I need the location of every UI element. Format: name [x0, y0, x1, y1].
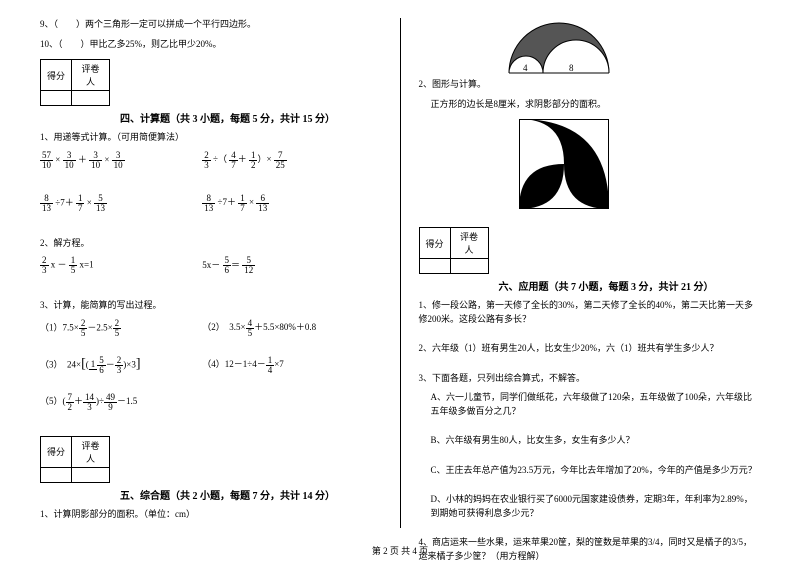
page: 9、（ ）两个三角形一定可以拼成一个平行四边形。 10、（ ）甲比乙多25%，则…	[40, 18, 760, 579]
score-table-5: 得分 评卷人	[40, 436, 110, 483]
eq-4-5: （5）(72＋143)÷499－1.5	[40, 396, 137, 406]
eq-3b: 5x－ 56＝ 512	[202, 260, 255, 270]
eq-2a: 813 ÷7＋ 17 × 513	[40, 194, 200, 213]
eq-row-1: 5710 × 310 ＋ 310 × 310 23 ÷（ 47＋ 12）× 72…	[40, 151, 382, 170]
q4-3: 3、计算，能简算的写出过程。	[40, 299, 382, 313]
q-r2-sub: 正方形的边长是8厘米，求阴影部分的面积。	[419, 98, 761, 112]
page-footer: 第 2 页 共 4 页	[0, 544, 800, 557]
score-header-1: 得分	[41, 60, 72, 91]
score-cell-2	[72, 91, 110, 106]
eq-3a: 23 x － 15 x=1	[40, 256, 200, 275]
eq-4-3: （3） 24×[(156－23)×3]	[40, 356, 200, 375]
eq-row-2: 813 ÷7＋ 17 × 513 813 ÷7＋ 17 × 613	[40, 194, 382, 213]
question-9: 9、（ ）两个三角形一定可以拼成一个平行四边形。	[40, 18, 382, 32]
eq-1a: 5710 × 310 ＋ 310 × 310	[40, 151, 200, 170]
section-6-title: 六、应用题（共 7 小题，每题 3 分，共计 21 分）	[499, 278, 761, 293]
q6-1: 1、修一段公路，第一天修了全长的30%，第二天修了全长的40%，第二天比第一天多…	[419, 299, 761, 326]
q6-3: 3、下面各题，只列出综合算式，不解答。	[419, 372, 761, 386]
q-r2: 2、图形与计算。	[419, 78, 761, 92]
eq-4-1: （1）7.5×25－2.5×25	[40, 319, 200, 338]
score-cell-6	[450, 259, 488, 274]
q6-3b: B、六年级有男生80人，比女生多，女生有多少人？	[419, 434, 761, 448]
q6-3d: D、小林的妈妈在农业银行买了6000元国家建设债券，定期3年，年利率为2.89%…	[419, 493, 761, 520]
score-cell-3	[41, 467, 72, 482]
square-figure	[519, 119, 609, 209]
score-cell-5	[419, 259, 450, 274]
q4-1: 1、用递等式计算。（可用简便算法）	[40, 131, 382, 145]
q6-2: 2、六年级（1）班有男生20人，比女生少20%，六（1）班共有学生多少人？	[419, 342, 761, 356]
score-header-6: 评卷人	[450, 228, 488, 259]
section-4-title: 四、计算题（共 3 小题，每题 5 分，共计 15 分）	[120, 110, 382, 125]
score-cell-4	[72, 467, 110, 482]
eq-row-4: （1）7.5×25－2.5×25 （2） 3.5×45＋5.5×80%＋0.8	[40, 319, 382, 338]
eq-row-6: （5）(72＋143)÷499－1.5	[40, 393, 382, 412]
eq-4-2: （2） 3.5×45＋5.5×80%＋0.8	[202, 322, 316, 332]
fig1-label-8: 8	[569, 63, 574, 73]
left-column: 9、（ ）两个三角形一定可以拼成一个平行四边形。 10、（ ）甲比乙多25%，则…	[40, 18, 400, 579]
score-header-2: 评卷人	[72, 60, 110, 91]
fig1-label-4: 4	[523, 63, 528, 73]
q6-3a: A、六一儿童节，同学们做纸花，六年级做了120朵，五年级做了100朵，六年级比五…	[419, 391, 761, 418]
q4-2: 2、解方程。	[40, 237, 382, 251]
eq-row-5: （3） 24×[(156－23)×3] （4）12－1÷4－14×7	[40, 356, 382, 375]
semicircle-figure: 4 8	[499, 18, 619, 78]
eq-row-3: 23 x － 15 x=1 5x－ 56＝ 512	[40, 256, 382, 275]
score-header-4: 评卷人	[72, 436, 110, 467]
section-5-title: 五、综合题（共 2 小题，每题 7 分，共计 14 分）	[120, 487, 382, 502]
eq-1b: 23 ÷（ 47＋ 12）× 725	[202, 154, 287, 164]
q5-1: 1、计算阴影部分的面积。（单位：cm）	[40, 508, 382, 522]
score-header-5: 得分	[419, 228, 450, 259]
score-header-3: 得分	[41, 436, 72, 467]
score-cell-1	[41, 91, 72, 106]
q6-3c: C、王庄去年总产值为23.5万元，今年比去年增加了20%，今年的产值是多少万元？	[419, 464, 761, 478]
eq-4-4: （4）12－1÷4－14×7	[202, 359, 284, 369]
eq-2b: 813 ÷7＋ 17 × 613	[202, 197, 269, 207]
question-10: 10、（ ）甲比乙多25%，则乙比甲少20%。	[40, 38, 382, 52]
score-table-4: 得分 评卷人	[40, 59, 110, 106]
score-table-6: 得分 评卷人	[419, 227, 489, 274]
right-column: 4 8 2、图形与计算。 正方形的边长是8厘米，求阴影部分的面积。 得分 评卷人…	[401, 18, 761, 579]
